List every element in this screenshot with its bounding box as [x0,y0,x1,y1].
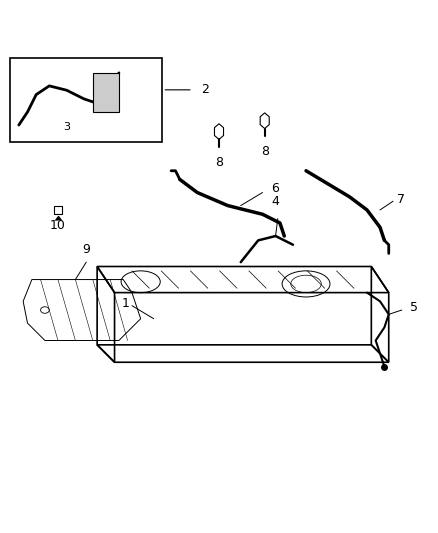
Bar [10,58,162,142]
Text: 1: 1 [121,297,129,310]
Text: 9: 9 [82,243,90,256]
Text: 7: 7 [397,192,406,206]
Text: 10: 10 [50,219,66,232]
Text: 6: 6 [271,182,279,195]
Text: 8: 8 [261,144,268,158]
Text: 4: 4 [272,195,279,208]
Text: 8: 8 [215,156,223,168]
Text: 2: 2 [201,83,209,96]
Bar [93,73,119,112]
Text: 5: 5 [410,301,418,314]
Text: 3: 3 [63,122,70,132]
